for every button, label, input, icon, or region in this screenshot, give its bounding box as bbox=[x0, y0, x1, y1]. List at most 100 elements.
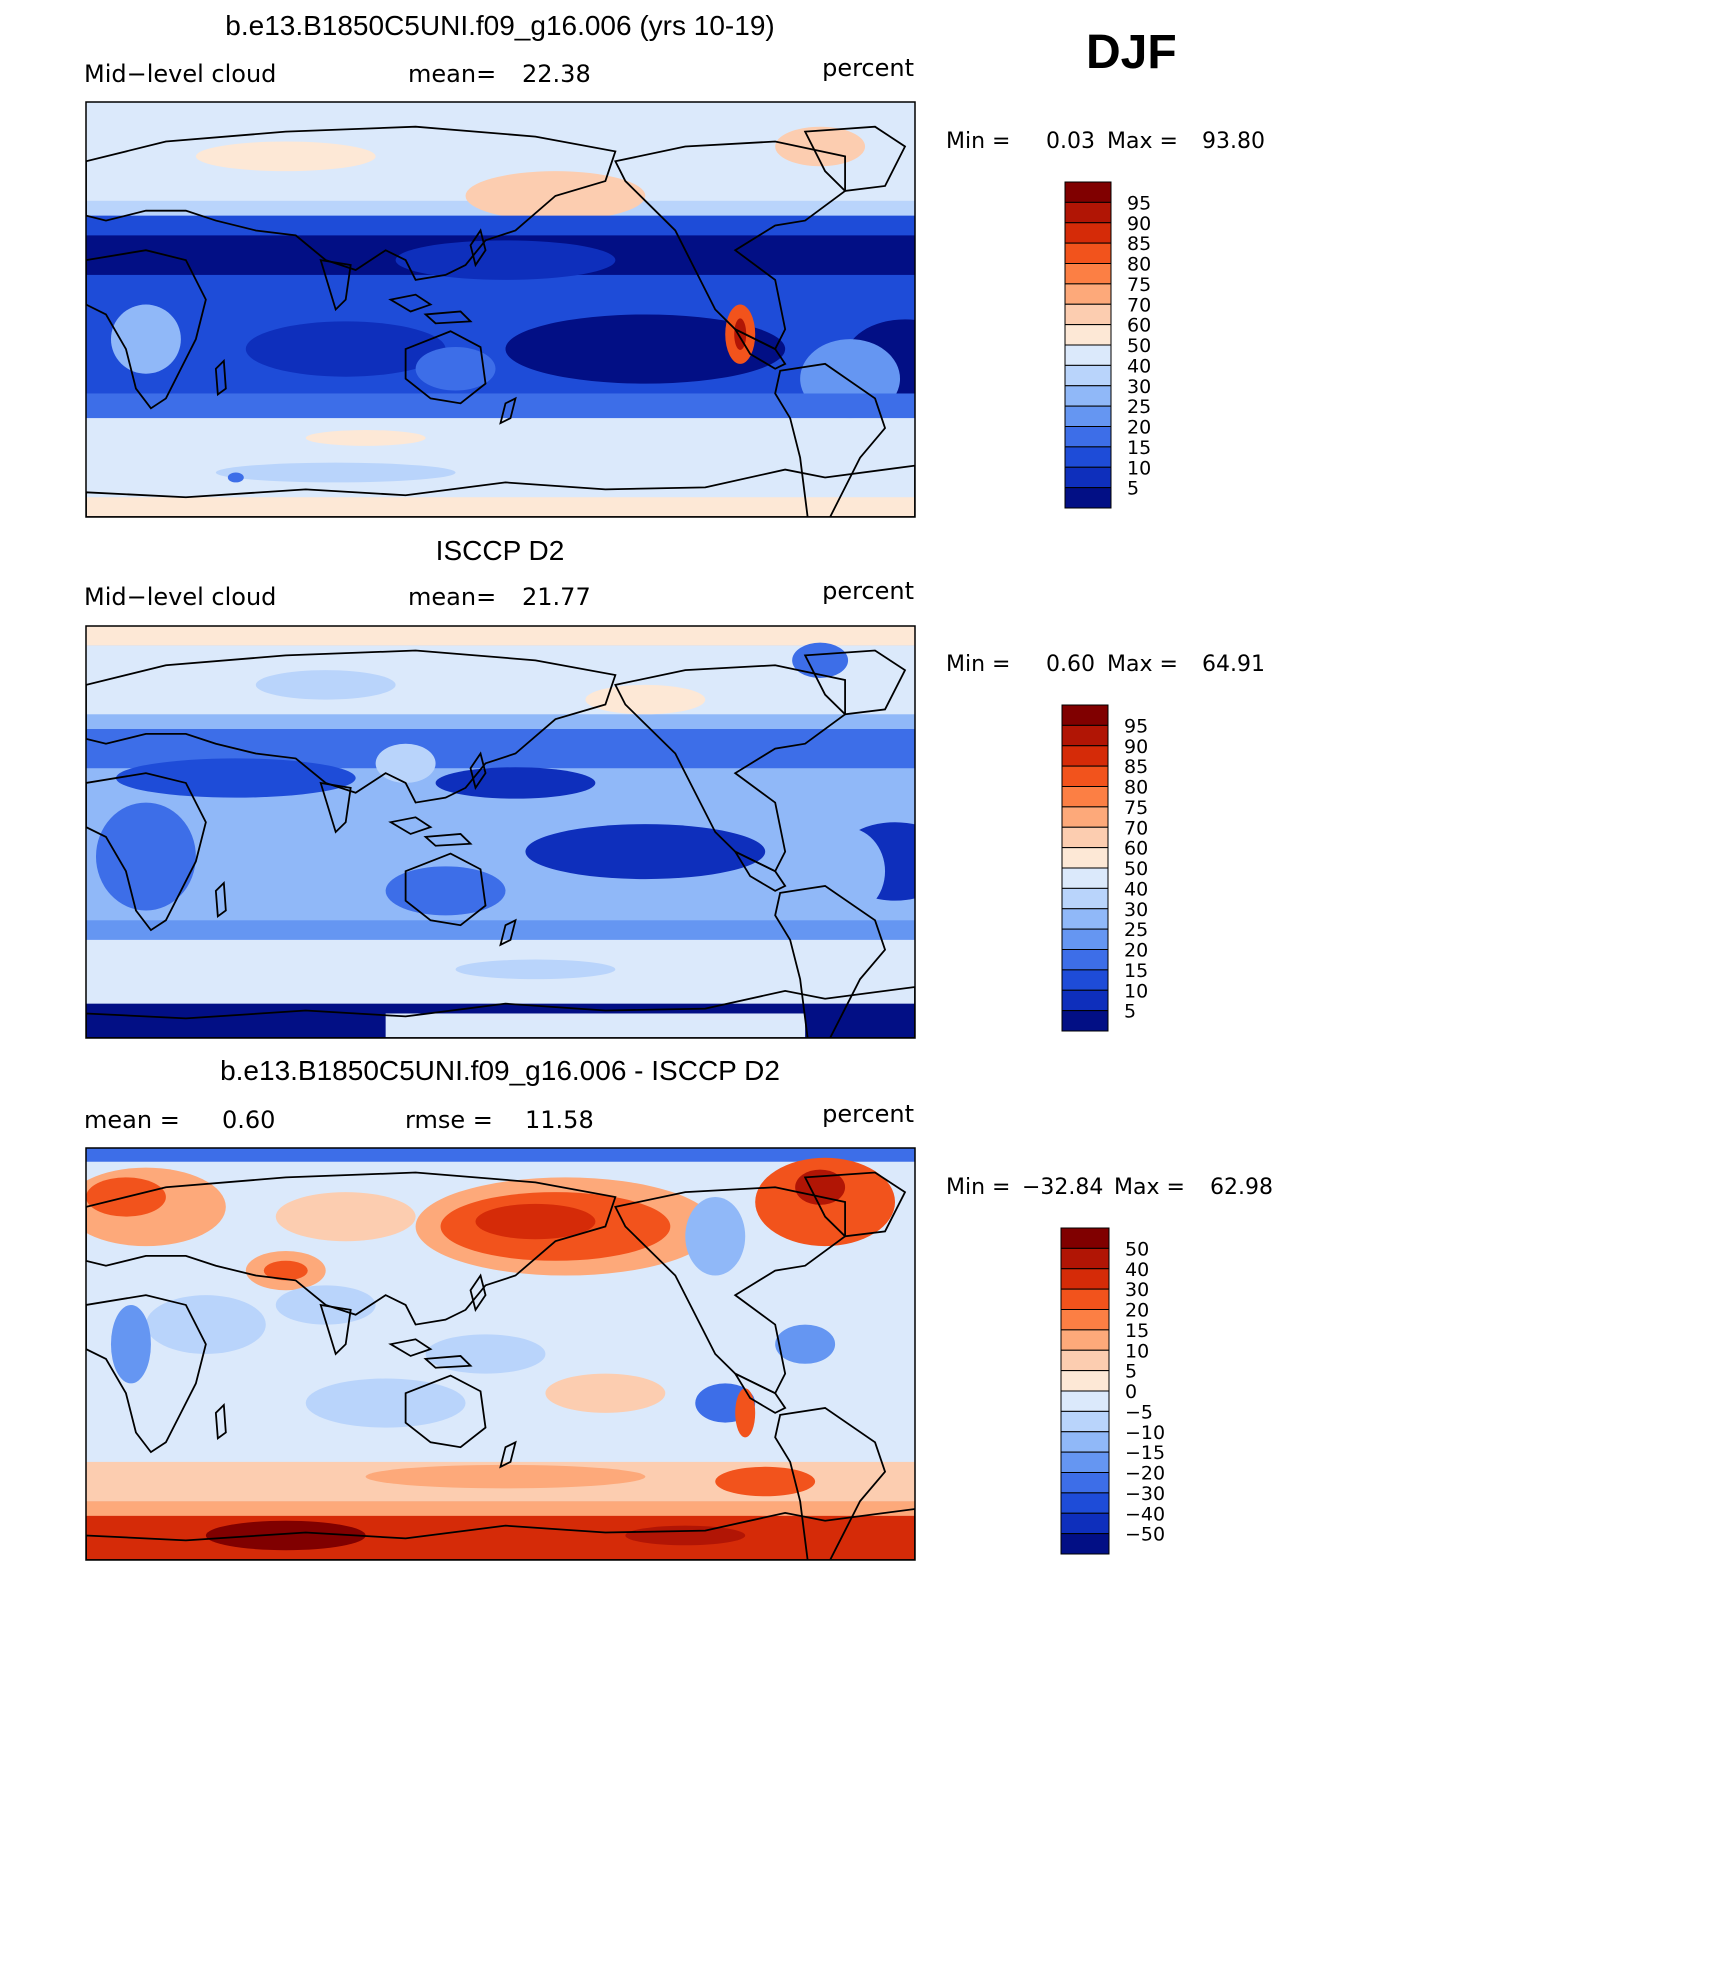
colorbar-2-tick-label: 10 bbox=[1124, 980, 1148, 1002]
colorbar-1-tick-label: 10 bbox=[1127, 457, 1151, 479]
colorbar-3-tick-label: −15 bbox=[1125, 1442, 1165, 1464]
colorbar-1-tick-label: 90 bbox=[1127, 213, 1151, 235]
colorbar-3-swatch bbox=[1060, 1410, 1110, 1433]
colorbar-3-tick-label: −40 bbox=[1125, 1503, 1165, 1525]
panel-1-min-label: Min = bbox=[946, 129, 1010, 154]
colorbar-2-swatch bbox=[1061, 949, 1109, 971]
colorbar-1-swatch bbox=[1064, 201, 1112, 224]
panel-2-units: percent bbox=[822, 577, 914, 605]
panel-3-min-label: Min = bbox=[946, 1175, 1010, 1200]
colorbar-1-swatch bbox=[1064, 283, 1112, 305]
colorbar-3-tick-label: 30 bbox=[1125, 1279, 1149, 1301]
panel-3-mean-label: mean = bbox=[84, 1106, 180, 1134]
panel-3-max-value: 62.98 bbox=[1210, 1175, 1273, 1200]
colorbar-1-tick-label: 85 bbox=[1127, 233, 1151, 255]
panel-1-mean-label: mean= bbox=[408, 60, 496, 88]
panel-1-units: percent bbox=[822, 54, 914, 82]
colorbar-2-swatch bbox=[1061, 1010, 1109, 1032]
panel-1-mean-value: 22.38 bbox=[522, 60, 591, 88]
colorbar-3-tick-label: −20 bbox=[1125, 1463, 1165, 1485]
colorbar-2-tick-label: 85 bbox=[1124, 756, 1148, 778]
colorbar-1-tick-label: 60 bbox=[1127, 315, 1151, 337]
colorbar-1-tick-label: 5 bbox=[1127, 478, 1139, 500]
colorbar-2-tick-label: 95 bbox=[1124, 715, 1148, 737]
panel-3: b.e13.B1850C5UNI.f09_g16.006 - ISCCP D2 … bbox=[84, 1055, 1273, 1561]
panel-1-max-value: 93.80 bbox=[1202, 129, 1265, 154]
colorbar-1-swatch bbox=[1064, 426, 1112, 448]
colorbar-1-swatch bbox=[1064, 263, 1112, 285]
panel-3-rmse-label: rmse = bbox=[405, 1106, 493, 1134]
colorbar-2-tick-label: 15 bbox=[1124, 960, 1148, 982]
colorbar-3-swatch bbox=[1060, 1492, 1110, 1514]
colorbar-3-tick-label: 15 bbox=[1125, 1320, 1149, 1342]
colorbar-1-swatch bbox=[1064, 222, 1112, 244]
colorbar-3-tick-label: 20 bbox=[1125, 1300, 1149, 1322]
colorbar-1-tick-label: 30 bbox=[1127, 376, 1151, 398]
colorbar-3-tick-label: −10 bbox=[1125, 1422, 1165, 1444]
colorbar-1-tick-label: 40 bbox=[1127, 355, 1151, 377]
colorbar-1-swatch bbox=[1064, 242, 1112, 264]
colorbar-3-swatch bbox=[1060, 1512, 1110, 1535]
colorbar-1-swatch bbox=[1064, 364, 1112, 387]
colorbar-3-swatch bbox=[1060, 1533, 1110, 1555]
colorbar-1-tick-label: 70 bbox=[1127, 294, 1151, 316]
panel-2-max-label: Max = bbox=[1107, 652, 1178, 677]
panel-2-mean-value: 21.77 bbox=[522, 583, 591, 611]
panel-2-map bbox=[86, 626, 915, 1038]
colorbar-1-tick-label: 25 bbox=[1127, 396, 1151, 418]
colorbar-2-tick-label: 60 bbox=[1124, 838, 1148, 860]
panel-2-max-value: 64.91 bbox=[1202, 652, 1265, 677]
colorbar-2-swatch bbox=[1061, 908, 1109, 930]
colorbar-2-swatch bbox=[1061, 806, 1109, 828]
colorbar-2-swatch bbox=[1061, 704, 1109, 726]
colorbar-2-tick-label: 40 bbox=[1124, 878, 1148, 900]
panel-2-min-value: 0.60 bbox=[1046, 652, 1095, 677]
colorbar-3-tick-label: −50 bbox=[1125, 1524, 1165, 1546]
colorbar-1-tick-label: 20 bbox=[1127, 417, 1151, 439]
colorbar-3-swatch bbox=[1060, 1329, 1110, 1351]
colorbar-3-tick-label: 10 bbox=[1125, 1340, 1149, 1362]
panel-3-mean-value: 0.60 bbox=[222, 1106, 275, 1134]
panel-2-mean-label: mean= bbox=[408, 583, 496, 611]
colorbar-2-swatch bbox=[1061, 724, 1109, 747]
colorbar-2-swatch bbox=[1061, 847, 1109, 869]
colorbar-2-swatch bbox=[1061, 969, 1109, 991]
colorbar-1-swatch bbox=[1064, 446, 1112, 468]
colorbar-3-swatch bbox=[1060, 1247, 1110, 1270]
colorbar-2-swatch bbox=[1061, 765, 1109, 787]
colorbar-2-tick-label: 50 bbox=[1124, 858, 1148, 880]
colorbar-2-tick-label: 90 bbox=[1124, 736, 1148, 758]
colorbar-2-tick-label: 20 bbox=[1124, 940, 1148, 962]
colorbar-3-swatch bbox=[1060, 1349, 1110, 1372]
panel-1-title: b.e13.B1850C5UNI.f09_g16.006 (yrs 10-19) bbox=[225, 10, 774, 41]
colorbar-1-swatch bbox=[1064, 324, 1112, 346]
panel-3-min-value: −32.84 bbox=[1022, 1175, 1103, 1200]
colorbar-3-tick-label: 0 bbox=[1125, 1381, 1137, 1403]
colorbar-1-swatch bbox=[1064, 385, 1112, 407]
colorbar-2-swatch bbox=[1061, 928, 1109, 950]
panel-2-min-label: Min = bbox=[946, 652, 1010, 677]
panel-2-left-label: Mid−level cloud bbox=[84, 583, 276, 611]
colorbar-2-tick-label: 70 bbox=[1124, 817, 1148, 839]
panel-2-title: ISCCP D2 bbox=[436, 535, 565, 566]
colorbar-3-swatch bbox=[1060, 1451, 1110, 1473]
panel-3-map bbox=[86, 1148, 915, 1560]
colorbar-3-tick-label: −30 bbox=[1125, 1483, 1165, 1505]
panel-1-left-label: Mid−level cloud bbox=[84, 60, 276, 88]
colorbar-2-swatch bbox=[1061, 786, 1109, 808]
colorbar-3-tick-label: 50 bbox=[1125, 1238, 1149, 1260]
colorbar-2-tick-label: 30 bbox=[1124, 899, 1148, 921]
colorbar-2-swatch bbox=[1061, 826, 1109, 849]
colorbar-1-swatch bbox=[1064, 487, 1112, 509]
colorbar-3-tick-label: 40 bbox=[1125, 1259, 1149, 1281]
colorbar-2-swatch bbox=[1061, 887, 1109, 910]
colorbar-2-swatch bbox=[1061, 989, 1109, 1012]
colorbar-1-swatch bbox=[1064, 344, 1112, 366]
colorbar-2-swatch bbox=[1061, 867, 1109, 889]
colorbar-3-swatch bbox=[1060, 1268, 1110, 1290]
season-label: DJF bbox=[1086, 26, 1177, 79]
